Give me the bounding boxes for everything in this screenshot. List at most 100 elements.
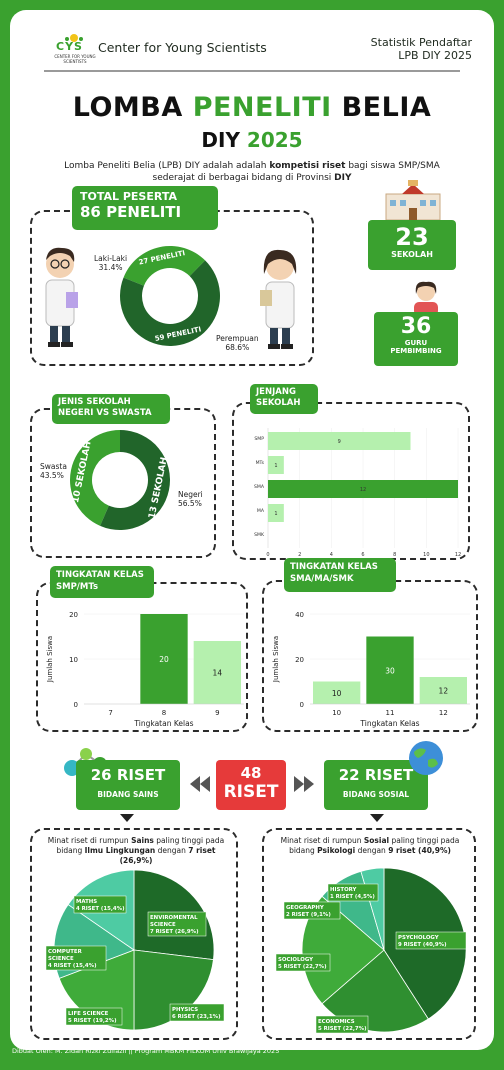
bar-value-label: 12 — [360, 487, 366, 493]
jenis-line1: JENIS SEKOLAH — [58, 397, 131, 407]
male-legend: Laki-Laki 31.4% — [94, 254, 127, 272]
y-tick-label: 10 — [69, 656, 78, 664]
negeri-label: Negeri — [178, 490, 203, 499]
guru-label2: PEMBIMBING — [390, 347, 442, 355]
double-chevron-right-icon — [294, 776, 314, 792]
sosial-pie-panel — [262, 828, 476, 1040]
bar — [419, 677, 467, 704]
header-divider — [44, 70, 460, 72]
minat-sosial-text: Minat riset di rumpun Sosial paling ting… — [276, 836, 464, 856]
swasta-label: Swasta — [40, 462, 67, 471]
pie-category: SCIENCE — [48, 956, 74, 962]
pie-value: 5 RISET (22,7%) — [318, 1026, 367, 1032]
guru-label1: GURU — [404, 339, 428, 347]
total-peserta-label: TOTAL PESERTA — [80, 190, 178, 203]
bar — [366, 636, 414, 704]
intro-c: bagi siswa SMP/SMA sederajat di berbagai… — [152, 161, 440, 183]
y-tick-label: 0 — [74, 701, 78, 709]
title-part1: LOMBA — [72, 92, 193, 123]
sains-pie-panel — [30, 828, 238, 1040]
main-title: LOMBA PENELITI BELIA — [10, 92, 494, 123]
riset-total-box: 48 RISET — [216, 760, 286, 810]
pie-value: 7 RISET (26,9%) — [150, 929, 199, 935]
bar — [193, 641, 241, 704]
minat-sains-d: Ilmu Lingkungan — [84, 846, 156, 855]
jenjang-line2: SEKOLAH — [256, 398, 301, 408]
bar-value-label: 10 — [332, 689, 342, 698]
pie-category: PHYSICS — [172, 1007, 198, 1013]
y-tick-label: SMK — [254, 532, 265, 538]
donut-slice-0 — [70, 430, 120, 526]
kelas-sma-badge: TINGKATAN KELAS SMA/MA/SMK — [284, 558, 396, 592]
jenjang-sekolah-bar-chart: 024681012SMP9MTs1SMA12MA1SMKJumlah Sekol… — [254, 428, 461, 558]
guru-stat: 36 GURU PEMBIMBING — [374, 312, 458, 366]
globe-icon — [409, 741, 443, 775]
pie-value: 5 RISET (19,2%) — [68, 1018, 117, 1024]
bar — [140, 614, 188, 704]
bar-value-label: 30 — [385, 666, 395, 675]
minat-sains-f: 7 riset (26,9%) — [119, 846, 216, 865]
kelas-sma-line1: TINGKATAN KELAS — [290, 562, 378, 572]
pie-category: ECONOMICS — [318, 1019, 355, 1025]
header-right-line2: LPB DIY 2025 — [398, 49, 472, 62]
minat-sains-text: Minat riset di rumpun Sains paling tingg… — [44, 836, 228, 866]
jenjang-sekolah-badge: JENJANG SEKOLAH — [250, 384, 318, 414]
x-tick-label: 8 — [162, 709, 166, 717]
female-legend: Perempuan 68.6% — [216, 334, 259, 352]
y-tick-label: MTs — [256, 460, 265, 466]
triangle-down-icon-2 — [370, 814, 384, 822]
x-tick-label: 4 — [330, 552, 333, 558]
female-pct: 68.6% — [225, 343, 250, 352]
minat-sains-c: paling tinggi pada bidang — [56, 836, 225, 855]
x-tick-label: 2 — [298, 552, 301, 558]
girl-scientist-icon — [260, 249, 297, 349]
minat-sains-e: dengan — [155, 846, 189, 855]
pie-value: 4 RISET (15,4%) — [76, 906, 125, 912]
x-tick-label: 10 — [332, 709, 341, 717]
x-tick-label: 10 — [423, 552, 429, 558]
school-building-icon — [385, 180, 441, 221]
y-tick-label: MA — [257, 508, 265, 514]
pie-slice-1 — [321, 949, 429, 1033]
kelas-smp-line2: SMP/MTs — [56, 582, 99, 592]
swasta-pct: 43.5% — [40, 471, 64, 480]
x-tick-label: 8 — [393, 552, 396, 558]
logo-subtext: CENTER FOR YOUNG SCIENTISTS — [54, 54, 96, 64]
bar-value-label: 9 — [338, 439, 341, 445]
riset-total-value: 48 — [240, 764, 262, 782]
minat-sosial-d: Psikologi — [317, 846, 356, 855]
negeri-legend: Negeri 56.5% — [178, 490, 203, 508]
pie-value: 6 RISET (23,1%) — [172, 1014, 221, 1020]
female-label: Perempuan — [216, 334, 259, 343]
header-right-line1: Statistik Pendaftar — [370, 36, 472, 49]
guru-value: 36 — [400, 314, 432, 339]
jenis-sekolah-badge: JENIS SEKOLAH NEGERI VS SWASTA — [52, 394, 170, 424]
swasta-legend: Swasta 43.5% — [40, 462, 67, 480]
pie-value: 2 RISET (9,1%) — [286, 912, 331, 918]
pie-category: SCIENCE — [150, 922, 176, 928]
bar-value-label: 1 — [274, 463, 277, 469]
pie-category: GEOGRAPHY — [286, 905, 324, 911]
minat-sains-b: Sains — [131, 836, 154, 845]
minat-sosial-c: paling tinggi pada bidang — [289, 836, 460, 855]
pie-category: ENVIROMENTAL — [150, 915, 198, 921]
intro-d: DIY — [334, 173, 352, 183]
x-tick-label: 7 — [108, 709, 112, 717]
intro-text: Lomba Peneliti Belia (LPB) DIY adalah ad… — [50, 160, 454, 184]
x-axis-label: Tingkatan Kelas — [133, 719, 193, 728]
negeri-pct: 56.5% — [178, 499, 202, 508]
jenis-line2: NEGERI VS SWASTA — [58, 408, 152, 418]
x-tick-label: 0 — [266, 552, 269, 558]
